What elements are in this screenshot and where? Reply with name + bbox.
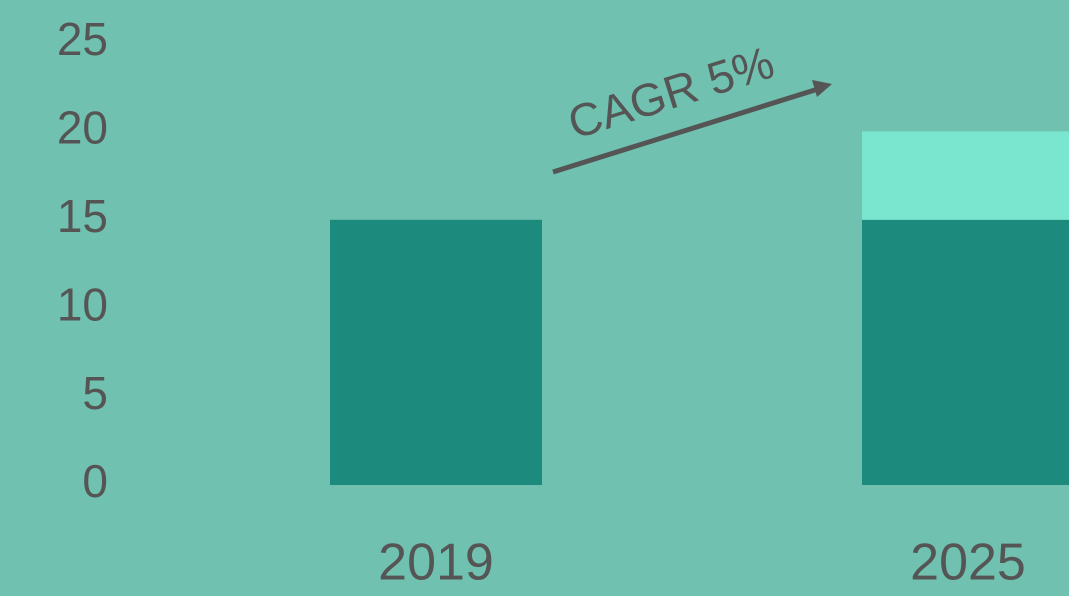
x-tick-label: 2025	[910, 534, 1026, 592]
y-tick-label: 5	[82, 367, 108, 419]
arrow-head	[812, 80, 832, 97]
y-tick-label: 20	[57, 102, 108, 154]
y-tick-label: 15	[57, 190, 108, 242]
bar-segment	[862, 219, 1069, 486]
x-tick-label: 2019	[378, 534, 494, 592]
bar-segment	[330, 219, 542, 486]
bar-segment	[862, 131, 1069, 220]
y-tick-label: 25	[57, 13, 108, 65]
annotation-arrow	[552, 86, 819, 175]
y-tick-label: 0	[82, 455, 108, 507]
y-tick-label: 10	[57, 278, 108, 330]
